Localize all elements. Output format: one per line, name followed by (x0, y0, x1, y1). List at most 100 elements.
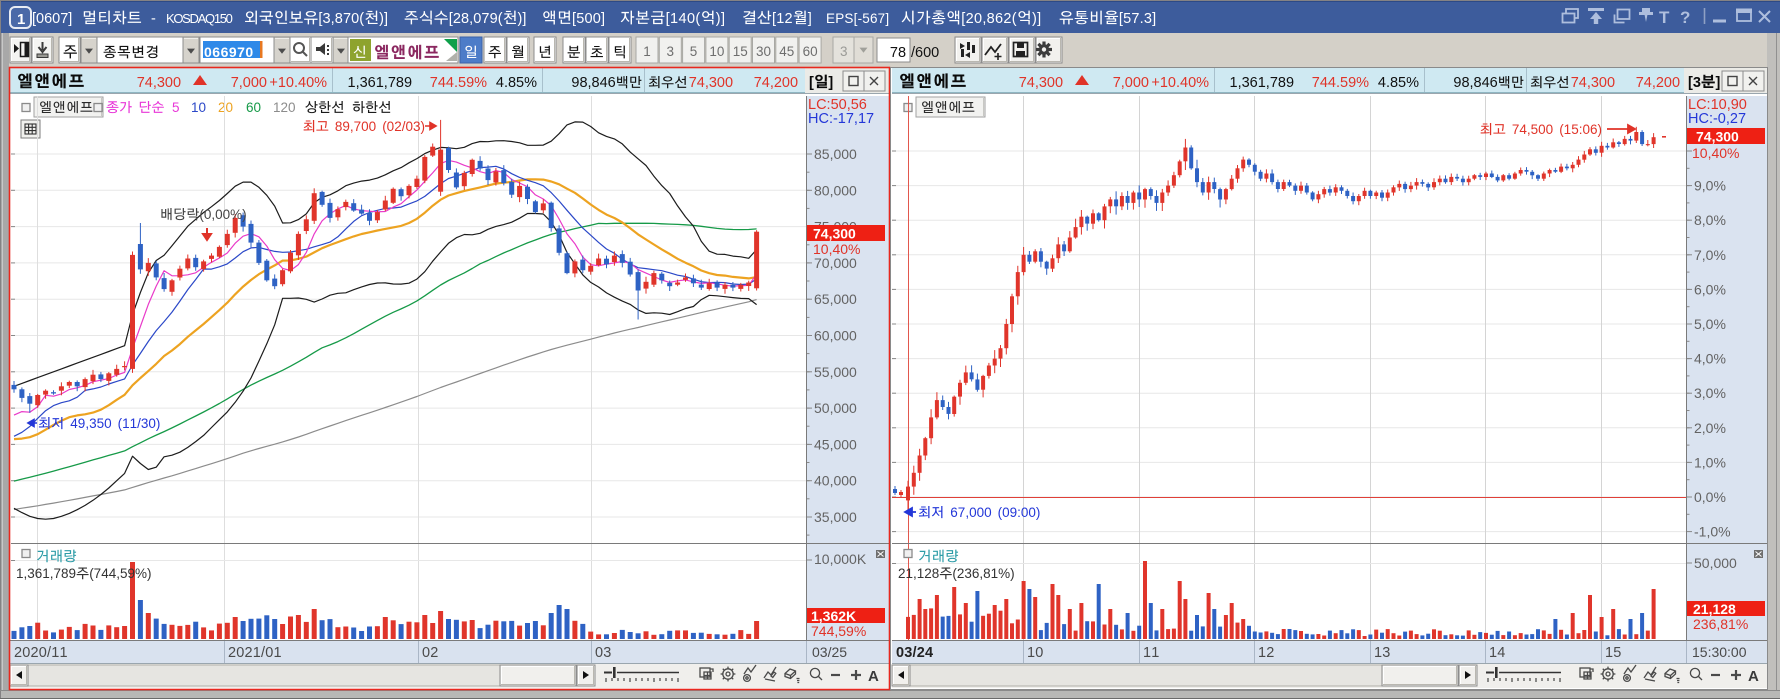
svg-text:/600: /600 (911, 45, 939, 61)
svg-text:74,300: 74,300 (1571, 75, 1615, 91)
svg-text:T: T (1659, 8, 1670, 27)
svg-text:3: 3 (840, 44, 848, 59)
svg-text:10: 10 (709, 44, 724, 59)
svg-text:4.85%: 4.85% (496, 75, 537, 91)
svg-text:1,361,789: 1,361,789 (348, 75, 413, 91)
svg-text:(744,59%): (744,59%) (89, 566, 151, 581)
svg-text:85,000: 85,000 (814, 146, 857, 162)
svg-text:74,300: 74,300 (813, 226, 856, 242)
svg-text:15: 15 (733, 44, 748, 59)
svg-text:60: 60 (246, 100, 261, 115)
svg-text:67,000: 67,000 (950, 505, 991, 520)
svg-text:1,361,789: 1,361,789 (16, 566, 76, 581)
svg-text:-1,0%: -1,0% (1694, 524, 1731, 540)
svg-text:236,81%: 236,81% (1693, 616, 1748, 632)
svg-text:4,0%: 4,0% (1694, 351, 1726, 367)
svg-text:KOSDAQ150: KOSDAQ150 (166, 11, 233, 26)
svg-text:12: 12 (1258, 645, 1275, 661)
svg-text:744,59%: 744,59% (811, 623, 866, 639)
svg-text:7,000: 7,000 (231, 75, 267, 91)
svg-text:11: 11 (1143, 645, 1160, 661)
svg-text:13: 13 (1374, 645, 1391, 661)
svg-text:)]: )] (716, 11, 726, 27)
svg-text:74,200: 74,200 (754, 75, 798, 91)
svg-text:A: A (1748, 668, 1759, 685)
svg-text:02: 02 (422, 645, 439, 661)
svg-text:[3: [3 (1688, 75, 1701, 91)
svg-text:2,0%: 2,0% (1694, 420, 1726, 436)
svg-text:4.85%: 4.85% (1378, 75, 1419, 91)
svg-text:[0607]: [0607] (32, 11, 72, 27)
svg-text:[140(: [140( (666, 11, 701, 27)
svg-text:80,000: 80,000 (814, 182, 857, 198)
svg-text:744.59%: 744.59% (1312, 75, 1369, 91)
svg-text:)]: )] (1032, 11, 1041, 27)
svg-text:(11/30): (11/30) (118, 416, 161, 431)
svg-text:14: 14 (1489, 645, 1506, 661)
svg-text:65,000: 65,000 (814, 291, 857, 307)
svg-text:[500]: [500] (572, 11, 605, 27)
svg-text:HC:-0,27: HC:-0,27 (1688, 111, 1746, 127)
svg-text:10,000K: 10,000K (814, 551, 867, 567)
svg-text:03/24: 03/24 (896, 645, 933, 661)
svg-text:60,000: 60,000 (814, 328, 857, 344)
svg-text:7,000: 7,000 (1113, 75, 1149, 91)
svg-text:15: 15 (1605, 645, 1622, 661)
svg-text:5,0%: 5,0% (1694, 316, 1726, 332)
svg-text:74,300: 74,300 (137, 75, 181, 91)
svg-text:50,000: 50,000 (1694, 555, 1737, 571)
svg-text:0,0%: 0,0% (1694, 489, 1726, 505)
svg-text:066970: 066970 (204, 44, 254, 60)
svg-text:(236,81%): (236,81%) (952, 566, 1014, 581)
svg-text:(0,00%): (0,00%) (199, 207, 246, 222)
svg-text:A: A (868, 668, 879, 685)
svg-text:03: 03 (595, 645, 612, 661)
svg-text:45,000: 45,000 (814, 436, 857, 452)
svg-text:+10.40%: +10.40% (269, 75, 327, 91)
svg-text:98,846: 98,846 (1453, 75, 1497, 91)
svg-text:49,350: 49,350 (70, 416, 111, 431)
svg-text:[57.3]: [57.3] (1119, 11, 1156, 27)
svg-text:03/25: 03/25 (812, 644, 847, 660)
svg-text:1: 1 (643, 44, 651, 59)
svg-text:10: 10 (191, 100, 206, 115)
svg-text:45: 45 (779, 44, 794, 59)
svg-text:3,0%: 3,0% (1694, 385, 1726, 401)
svg-text:30: 30 (756, 44, 771, 59)
svg-text:HC:-17,17: HC:-17,17 (808, 111, 874, 127)
svg-text:[12: [12 (772, 11, 793, 27)
svg-text:1,362K: 1,362K (811, 608, 856, 624)
svg-text:1,361,789: 1,361,789 (1230, 75, 1295, 91)
svg-text:40,000: 40,000 (814, 473, 857, 489)
svg-text:21,128: 21,128 (1693, 601, 1736, 617)
svg-text:]: ] (808, 11, 812, 27)
svg-text:74,200: 74,200 (1636, 75, 1680, 91)
svg-text:15:30:00: 15:30:00 (1692, 644, 1747, 660)
svg-text:2020/11: 2020/11 (14, 645, 68, 661)
svg-text:20: 20 (218, 100, 233, 115)
svg-text:50,000: 50,000 (814, 400, 857, 416)
svg-text:78: 78 (890, 45, 906, 61)
svg-text:EPS[-567]: EPS[-567] (826, 11, 889, 26)
svg-text:744.59%: 744.59% (430, 75, 487, 91)
svg-text:60: 60 (803, 44, 818, 59)
svg-text:7,0%: 7,0% (1694, 247, 1726, 263)
svg-text:-: - (151, 11, 156, 27)
svg-text:120: 120 (273, 100, 296, 115)
svg-text:?: ? (1680, 8, 1690, 27)
svg-text:5: 5 (172, 100, 180, 115)
svg-text:10,40%: 10,40% (1692, 145, 1739, 161)
svg-text:(09:00): (09:00) (998, 505, 1041, 520)
svg-text:1: 1 (17, 11, 25, 28)
svg-text:(15:06): (15:06) (1559, 122, 1602, 137)
svg-text:21,128: 21,128 (898, 566, 939, 581)
svg-text:35,000: 35,000 (814, 509, 857, 525)
svg-text:5: 5 (690, 44, 698, 59)
svg-text:55,000: 55,000 (814, 364, 857, 380)
svg-text:8,0%: 8,0% (1694, 212, 1726, 228)
svg-text:74,300: 74,300 (1696, 129, 1739, 145)
svg-text:1,0%: 1,0% (1694, 454, 1726, 470)
svg-text:)]: )] (518, 11, 527, 27)
svg-text:]: ] (1716, 75, 1721, 91)
svg-text:10,40%: 10,40% (813, 241, 860, 257)
